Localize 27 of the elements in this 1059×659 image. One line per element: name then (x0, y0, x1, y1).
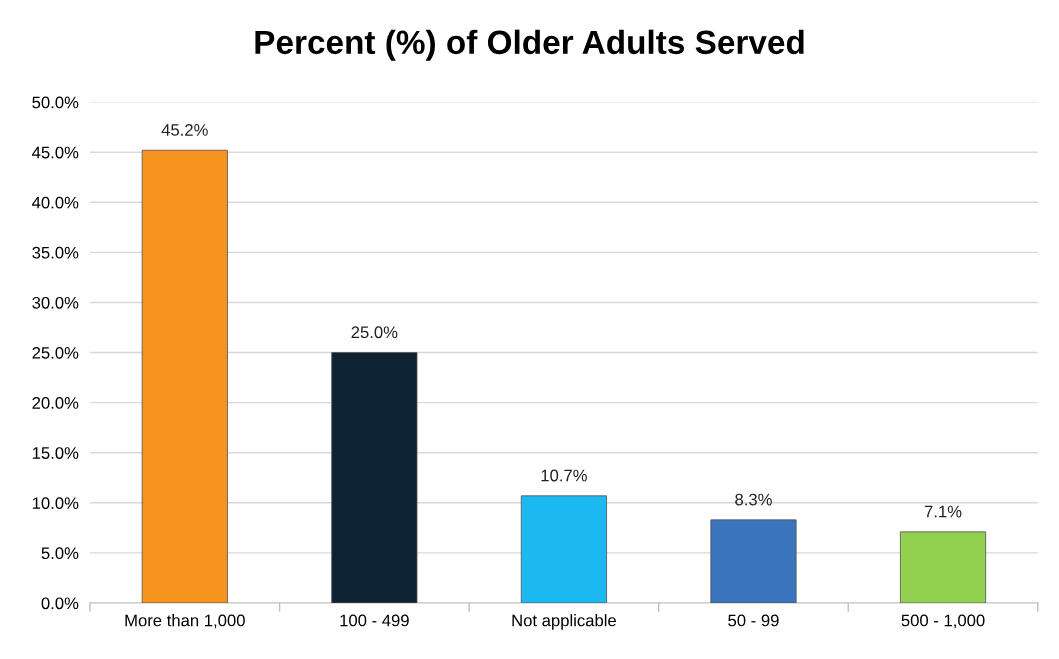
x-tick-label: 500 - 1,000 (901, 614, 985, 629)
x-tick-label: More than 1,000 (125, 614, 245, 629)
data-label: 45.2% (161, 124, 208, 136)
y-tick-label: 45.0% (32, 146, 79, 159)
data-label: 8.3% (735, 493, 772, 506)
bar (710, 519, 797, 603)
y-tick-label: 40.0% (32, 196, 79, 209)
y-tick-label: 20.0% (32, 397, 79, 409)
bar (141, 149, 228, 603)
bar (331, 352, 418, 603)
y-tick-label: 5.0% (41, 547, 79, 560)
data-label: 25.0% (351, 326, 398, 339)
y-tick-label: 0.0% (41, 597, 79, 610)
y-tick-label: 10.0% (32, 497, 79, 510)
x-tick-label: 100 - 499 (340, 614, 409, 627)
x-tick-label: Not applicable (512, 614, 616, 630)
x-tick-label: 50 - 99 (728, 614, 779, 627)
y-tick-label: 15.0% (32, 447, 79, 459)
y-tick-label: 35.0% (32, 246, 79, 259)
data-label: 10.7% (541, 469, 587, 482)
y-tick-label: 25.0% (32, 346, 79, 359)
data-label: 7.1% (924, 505, 962, 518)
bar (899, 531, 987, 603)
y-tick-label: 50.0% (32, 96, 79, 109)
chart-title: Percent (%) of Older Adults Served (255, 29, 804, 61)
bar (520, 495, 607, 603)
y-tick-label: 30.0% (32, 296, 79, 309)
